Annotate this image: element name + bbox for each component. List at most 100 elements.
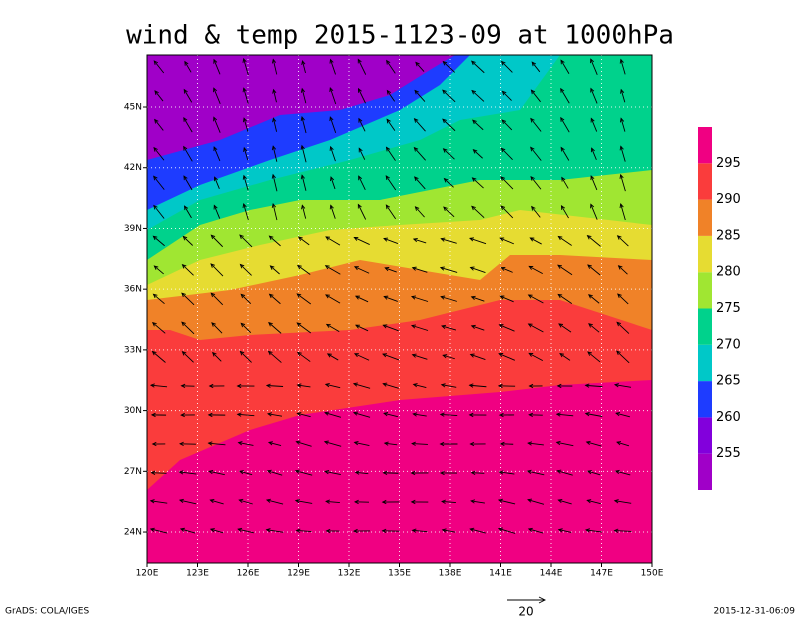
wind-arrow [153,147,165,161]
wind-arrow [585,384,603,388]
wind-arrow-head [325,323,331,328]
wind-arrow-head [325,294,330,299]
wind-arrow [498,499,516,505]
wind-arrow-head [497,527,503,532]
wind-arrow-head [497,498,503,503]
wind-arrow-head [324,470,330,475]
wind-arrow [413,413,427,417]
wind-arrow-head [560,205,566,210]
wind-arrow [325,383,341,389]
wind-arrow-head [442,148,448,153]
x-tick-label: 132E [338,569,361,579]
wind-arrow-head [242,174,247,180]
wind-arrow-head [153,146,158,152]
wind-arrow-head [500,147,506,153]
y-tick-label: 24N [124,528,142,538]
wind-arrow-head [296,322,302,327]
wind-arrow-head [500,205,506,211]
wind-arrow-head [354,295,360,300]
wind-arrow-head [586,499,592,504]
wind-arrow [243,147,249,161]
wind-arrow-head [272,88,277,94]
wind-arrow-head [527,498,533,503]
colorbar-box [698,235,712,273]
wind-arrow-head [472,119,477,125]
wind-arrow [386,60,396,74]
wind-arrow-head [325,499,331,504]
wind-arrow [329,116,337,134]
wind-arrow-head [498,324,504,329]
wind-arrow [443,206,455,218]
wind-arrow [240,294,252,304]
wind-arrow [561,205,569,219]
wind-arrow-head [265,528,271,533]
wind-arrow [150,500,168,504]
wind-arrow-head [412,383,418,388]
wind-arrow [355,471,369,475]
wind-arrow-head [556,469,562,474]
wind-arrow [558,236,572,246]
wind-arrow-head [213,204,218,210]
wind-arrow [266,499,284,505]
wind-arrow [354,353,370,361]
colorbar-label: 270 [716,337,741,352]
wind-arrow-head [414,206,420,211]
wind-field [149,57,632,534]
wind-arrow-head [265,383,271,388]
temp-zone [390,395,530,465]
wind-arrow-head [268,235,274,240]
wind-arrow [268,441,282,447]
wind-arrow [443,354,455,360]
wind-arrow [269,235,281,247]
wind-arrow-head [557,264,562,269]
wind-arrow [269,293,281,305]
wind-arrow [528,352,544,362]
wind-arrow-head [330,176,335,182]
wind-arrow-head [149,383,155,388]
wind-arrow-head [468,412,474,418]
wind-arrow-head [180,383,186,389]
wind-arrow [268,322,282,334]
wind-arrow [530,237,542,245]
wind-arrow [385,175,397,191]
wind-arrow [153,176,165,190]
wind-arrow [353,412,371,418]
wind-arrow [386,119,396,131]
wind-arrow-head [183,175,188,181]
wind-arrow-head [414,176,419,182]
wind-arrow [528,323,544,333]
wind-arrow [272,146,278,162]
wind-arrow [473,149,483,159]
grid [146,55,653,563]
wind-arrow-head [329,58,334,64]
wind-arrow-head [381,528,387,534]
colorbar-box [698,417,712,454]
left-note: GrADS: COLA/IGES [5,607,89,617]
wind-arrow [325,471,341,475]
wind-arrow-head [614,469,620,475]
wind-arrow [243,175,249,191]
wind-arrow-head [383,441,389,446]
wind-arrow-head [499,441,505,447]
wind-arrow [500,205,514,219]
wind-arrow [500,176,514,190]
wind-arrow-head [442,60,448,66]
wind-arrow-head [586,470,592,475]
wind-arrow-head [150,412,156,418]
wind-arrow [441,325,457,331]
wind-arrow-head [557,235,563,241]
wind-arrow-head [472,149,478,154]
wind-arrow-head [619,203,624,209]
x-tick-label: 138E [439,569,462,579]
wind-arrow-head [181,263,187,269]
wind-arrow-head [531,205,536,211]
wind-arrow [443,148,455,160]
wind-arrow [183,146,193,162]
wind-arrow [324,441,342,447]
wind-arrow-head [498,470,504,475]
wind-arrow-head [238,470,244,475]
wind-arrow [618,265,628,275]
wind-arrow-head [271,145,277,151]
wind-arrow-head [209,528,215,533]
wind-arrow-head [150,470,156,475]
